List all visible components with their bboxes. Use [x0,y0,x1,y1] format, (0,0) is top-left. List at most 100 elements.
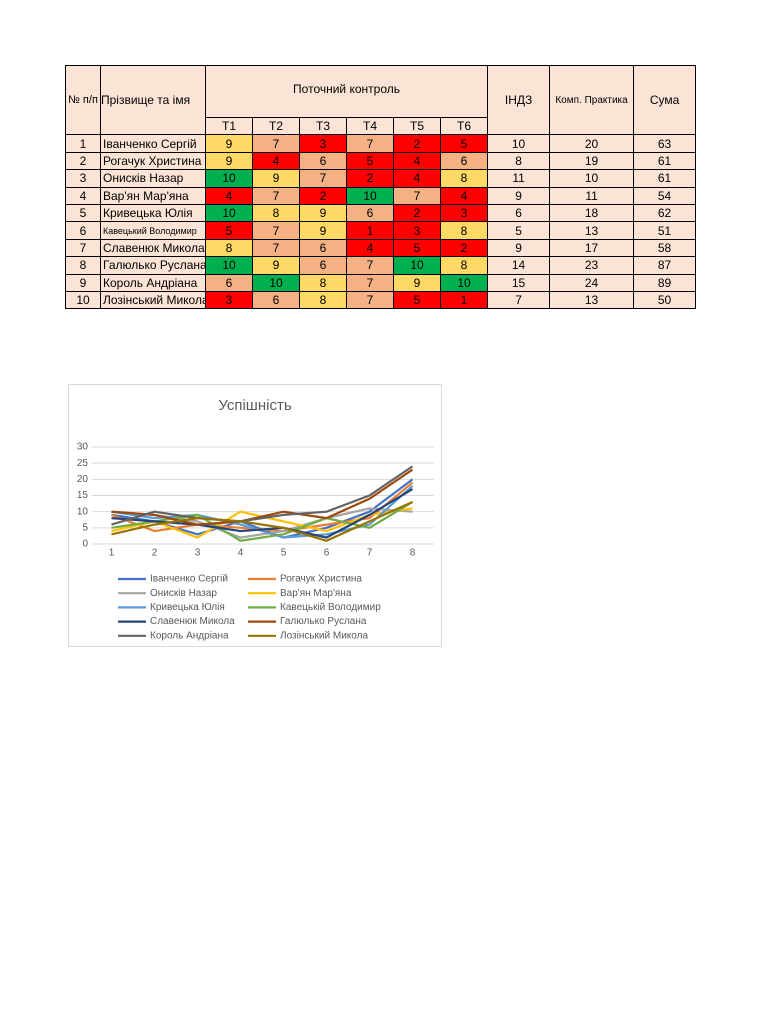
name-cell: Кривецька Юлія [100,203,206,223]
name-cell: Вар'ян Мар'яна [100,186,206,205]
table-row: 9 Король Андріана 6 10 8 7 9 10 15 24 89 [65,273,697,292]
cell: 50 [633,290,697,310]
cell: 7 [252,238,300,258]
header-cell: T3 [299,116,347,136]
cell: 3 [65,169,101,188]
cell: 9 [205,134,253,153]
cell: 7 [252,186,300,205]
y-tick-label: 0 [82,539,88,550]
grades-table: № п/п Прізвище та імя Поточний контроль … [65,64,697,310]
cell: 6 [487,203,551,223]
header-cell: Поточний контроль [204,65,489,118]
y-tick-label: 20 [77,474,89,485]
cell: 8 [439,221,489,240]
cell: 5 [393,290,441,310]
cell: 17 [549,238,635,258]
x-tick-label: 2 [152,548,158,559]
cell: 9 [299,221,347,240]
legend-label: Кавецькій Володимир [280,602,381,613]
cell: 4 [205,186,253,205]
cell: 6 [205,273,253,292]
chart: Успішність 0 5 10 15 20 25 30 1 2 3 4 5 6 7 8 Іванченко… [68,384,442,647]
cell: 10 [487,134,551,153]
cell: 9 [252,169,300,188]
cell: 7 [346,134,394,153]
cell: 11 [487,169,551,188]
x-tick-label: 5 [281,548,287,559]
cell: 9 [487,238,551,258]
header-cell: T1 [205,116,253,136]
series-line [111,488,414,539]
name-cell: Галюлько Руслана [100,256,206,275]
series-line [111,468,414,526]
legend-label: Іванченко Сергій [150,574,228,585]
header-cell: Прізвище та імя [100,64,206,136]
cell: 5 [205,221,253,240]
cell: 6 [346,203,394,223]
cell: 5 [393,238,441,258]
series-line [111,501,414,542]
cell: 10 [439,273,489,292]
cell: 3 [439,203,489,223]
x-tick-label: 3 [195,548,201,559]
cell: 10 [205,203,253,223]
cell: 8 [252,203,300,223]
cell: 4 [65,186,101,205]
x-tick-label: 8 [410,548,416,559]
cell: 61 [633,169,697,188]
cell: 9 [393,273,441,292]
cell: 2 [393,134,441,153]
x-tick-label: 4 [238,548,244,559]
cell: 54 [633,186,697,205]
header-cell: T5 [393,116,441,136]
cell: 4 [393,169,441,188]
cell: 1 [65,134,101,153]
cell: 1 [439,290,489,310]
cell: 10 [393,256,441,275]
cell: 10 [205,169,253,188]
cell: 58 [633,238,697,258]
cell: 15 [487,273,551,292]
y-tick-label: 25 [77,458,89,469]
legend-label: Король Андріана [150,630,229,641]
name-cell: Лозінський Микола [100,290,206,310]
cell: 3 [393,221,441,240]
y-tick-label: 5 [82,522,88,533]
legend-label: Галюлько Руслана [280,616,367,627]
series-line [111,465,414,526]
cell: 51 [633,221,697,240]
cell: 23 [549,256,635,275]
cell: 14 [487,256,551,275]
cell: 10 [549,169,635,188]
cell: 5 [487,221,551,240]
legend-label: Славенюк Микола [150,616,235,627]
header-cell: ІНДЗ [487,64,551,136]
cell: 20 [549,134,635,153]
table-row: 3 Онисків Назар 10 9 7 2 4 8 11 10 61 [65,169,697,188]
legend-label: Онисків Назар [150,588,217,599]
cell: 2 [346,169,394,188]
header-cell: Сума [633,64,697,136]
cell: 10 [346,186,394,205]
cell: 10 [65,290,101,310]
header-cell: T4 [346,116,394,136]
table-row: 1 Іванченко Сергій 9 7 3 7 2 5 10 20 63 [65,134,697,153]
cell: 11 [549,186,635,205]
cell: 4 [393,151,441,171]
cell: 9 [252,256,300,275]
cell: 4 [439,186,489,205]
y-tick-label: 30 [77,442,89,453]
cell: 7 [299,169,347,188]
cell: 8 [205,238,253,258]
cell: 6 [299,151,347,171]
table-row: 10 Лозінський Микола 3 6 8 7 5 1 7 13 50 [65,290,697,310]
cell: 24 [549,273,635,292]
legend-label: Кривецька Юлія [150,602,225,613]
table-row: 8 Галюлько Руслана 10 9 6 7 10 8 14 23 87 [65,256,697,275]
cell: 5 [439,134,489,153]
cell: 9 [299,203,347,223]
x-tick-label: 6 [324,548,330,559]
name-cell: Онисків Назар [100,169,206,188]
cell: 8 [299,273,347,292]
